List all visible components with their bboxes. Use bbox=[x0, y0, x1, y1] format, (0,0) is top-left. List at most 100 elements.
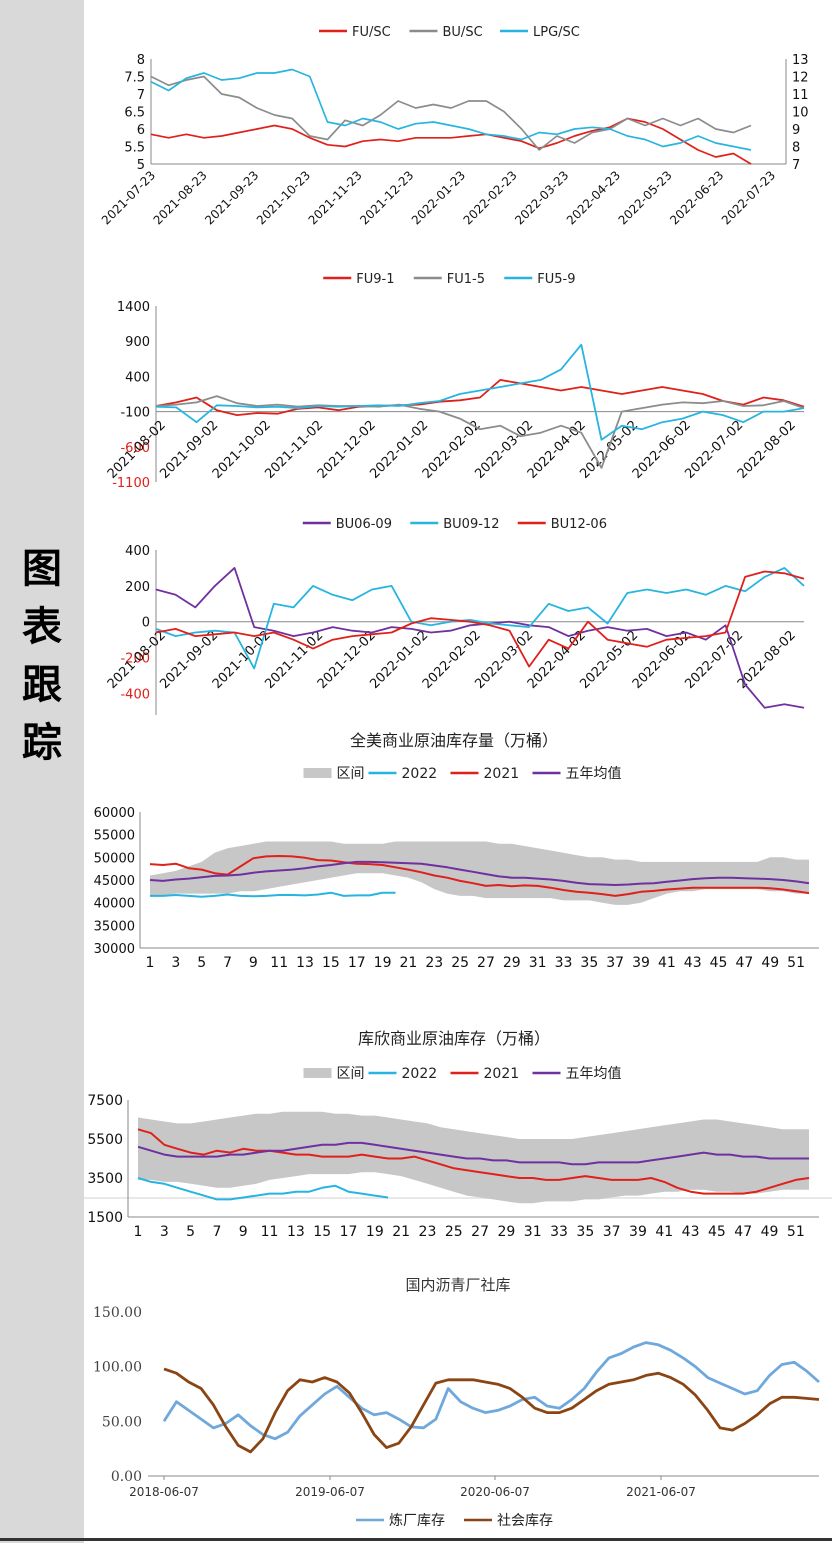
y-tick-label: 1400 bbox=[117, 300, 150, 315]
legend-label-BU06-09: BU06-09 bbox=[336, 517, 392, 532]
x-tick-label: 3 bbox=[160, 1224, 169, 1240]
series-line-2022 bbox=[150, 891, 396, 898]
legend-label-五年均值: 五年均值 bbox=[566, 766, 622, 782]
x-tick-label: 2022-06-23 bbox=[667, 168, 726, 227]
legend-label-FU1-5: FU1-5 bbox=[447, 272, 485, 287]
legend-label-BU09-12: BU09-12 bbox=[443, 517, 499, 532]
x-tick-label: 2022-05-23 bbox=[616, 168, 675, 227]
series-line-五年均值 bbox=[137, 1141, 809, 1166]
bottom-rule bbox=[0, 1538, 832, 1541]
legend-label-五年均值: 五年均值 bbox=[566, 1066, 622, 1082]
x-tick-label: 27 bbox=[471, 1224, 489, 1240]
x-tick-label: 1 bbox=[146, 955, 155, 971]
x-tick-label: 9 bbox=[249, 955, 258, 971]
x-tick-label: 2021-10-23 bbox=[254, 168, 313, 227]
y-tick-label-right: 13 bbox=[792, 53, 809, 68]
chart-title: 全美商业原油库存量（万桶） bbox=[350, 731, 558, 750]
legend-label-炼厂库存: 炼厂库存 bbox=[389, 1513, 445, 1529]
x-tick-label: 37 bbox=[606, 955, 624, 971]
x-tick-label: 51 bbox=[787, 1224, 805, 1240]
x-tick-label: 5 bbox=[197, 955, 206, 971]
y-tick-label-left: 5 bbox=[137, 158, 145, 173]
x-tick-label: 2018-06-07 bbox=[129, 1485, 199, 1499]
y-tick-label-left: 5.5 bbox=[124, 141, 145, 156]
x-tick-label: 2020-06-07 bbox=[460, 1485, 530, 1499]
y-tick-label-right: 11 bbox=[792, 88, 809, 103]
x-tick-label: 29 bbox=[497, 1224, 515, 1240]
legend-label-2021: 2021 bbox=[484, 766, 520, 782]
series-line-FU9-1 bbox=[155, 379, 805, 416]
sidebar-title: 图表跟踪 bbox=[22, 545, 62, 766]
x-tick-label: 23 bbox=[419, 1224, 437, 1240]
y-tick-label: 0 bbox=[142, 616, 150, 631]
x-tick-label: 21 bbox=[400, 955, 418, 971]
legend-label-社会库存: 社会库存 bbox=[497, 1513, 553, 1529]
y-tick-label: 35000 bbox=[94, 919, 135, 934]
series-line-五年均值 bbox=[149, 860, 810, 886]
x-tick-label: 27 bbox=[477, 955, 495, 971]
chart-fu-bu-lpg-ratio: FU/SC BU/SC LPG/SC 8 7.5 7 6.5 6 5.5 5 13 12 11 10 9 8 7… bbox=[99, 25, 809, 227]
x-tick-label: 45 bbox=[708, 1224, 726, 1240]
legend-label-LPG/SC: LPG/SC bbox=[533, 25, 580, 40]
y-tick-label: -1100 bbox=[112, 476, 150, 491]
y-tick-label-left: 8 bbox=[137, 53, 145, 68]
legend-label-区间: 区间 bbox=[337, 1066, 365, 1082]
x-tick-label: 15 bbox=[313, 1224, 331, 1240]
legend-label-2022: 2022 bbox=[402, 1066, 438, 1082]
x-tick-label: 25 bbox=[445, 1224, 463, 1240]
series-line-社会库存 bbox=[163, 1367, 820, 1454]
y-tick-label: 900 bbox=[125, 335, 150, 350]
x-tick-label: 2021-07-23 bbox=[99, 168, 158, 227]
x-tick-label: 35 bbox=[576, 1224, 594, 1240]
x-tick-label: 43 bbox=[682, 1224, 700, 1240]
series-line-FU/SC bbox=[150, 117, 752, 165]
x-tick-label: 39 bbox=[629, 1224, 647, 1240]
y-tick-label: -600 bbox=[120, 441, 150, 456]
x-tick-label: 7 bbox=[212, 1224, 221, 1240]
y-tick-label: 30000 bbox=[94, 942, 135, 957]
x-tick-label: 11 bbox=[270, 955, 288, 971]
x-tick-label: 41 bbox=[655, 1224, 673, 1240]
series-line-BU12-06 bbox=[155, 570, 805, 668]
y-tick-label-right: 9 bbox=[792, 123, 800, 138]
y-tick-label: 60000 bbox=[94, 806, 135, 821]
x-tick-label: 17 bbox=[348, 955, 366, 971]
series-line-BU09-12 bbox=[155, 567, 805, 670]
panel-divider bbox=[84, 1197, 832, 1199]
y-tick-label: -100 bbox=[120, 406, 150, 421]
x-tick-label: 3 bbox=[171, 955, 180, 971]
series-line-FU5-9 bbox=[155, 343, 805, 441]
y-tick-label: 55000 bbox=[94, 829, 135, 844]
series-line-2022 bbox=[137, 1177, 389, 1201]
x-tick-label: 11 bbox=[261, 1224, 279, 1240]
x-tick-label: 2022-01-23 bbox=[409, 168, 468, 227]
x-tick-label: 49 bbox=[761, 955, 779, 971]
x-tick-label: 23 bbox=[425, 955, 443, 971]
y-tick-label: 200 bbox=[125, 580, 150, 595]
y-tick-label: 150.00 bbox=[93, 1305, 142, 1321]
x-tick-label: 31 bbox=[524, 1224, 542, 1240]
legend-label-BU12-06: BU12-06 bbox=[551, 517, 607, 532]
x-tick-label: 29 bbox=[503, 955, 521, 971]
chart-bu-spreads: BU06-09 BU09-12 BU12-064002000-200-4002021… bbox=[105, 517, 805, 715]
x-tick-label: 41 bbox=[658, 955, 676, 971]
y-tick-label: 50.00 bbox=[102, 1414, 142, 1430]
x-tick-label: 33 bbox=[555, 955, 573, 971]
y-tick-label: 1500 bbox=[87, 1210, 123, 1226]
x-tick-label: 15 bbox=[322, 955, 340, 971]
series-line-2021 bbox=[149, 855, 810, 897]
x-tick-label: 2022-03-23 bbox=[512, 168, 571, 227]
y-tick-label-left: 7.5 bbox=[124, 71, 145, 86]
y-tick-label: 100.00 bbox=[93, 1360, 142, 1376]
x-tick-label: 37 bbox=[603, 1224, 621, 1240]
chart-title: 国内沥青厂社库 bbox=[405, 1276, 510, 1294]
x-tick-label: 49 bbox=[761, 1224, 779, 1240]
x-tick-label: 19 bbox=[374, 955, 392, 971]
legend-label-FU/SC: FU/SC bbox=[352, 25, 391, 40]
x-tick-label: 2021-12-23 bbox=[357, 168, 416, 227]
x-tick-label: 33 bbox=[550, 1224, 568, 1240]
x-tick-label: 25 bbox=[451, 955, 469, 971]
x-tick-label: 2022-04-23 bbox=[564, 168, 623, 227]
chart-title: 库欣商业原油库存（万桶） bbox=[358, 1029, 550, 1048]
